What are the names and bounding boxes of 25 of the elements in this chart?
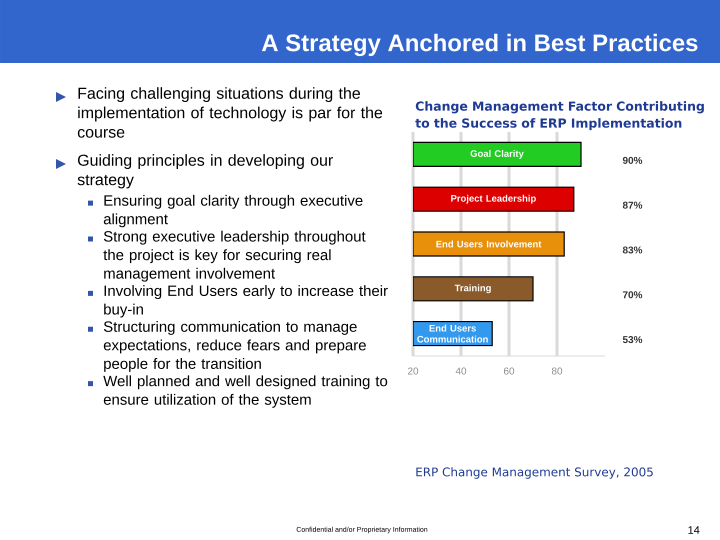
text: A Strategy Anchored in Best Practices bbox=[262, 34, 698, 56]
data-label: 90% bbox=[622, 156, 642, 164]
data-label: 53% bbox=[622, 336, 642, 344]
text: 14 bbox=[688, 526, 700, 534]
text: Involving End Users early to increase their buy-in bbox=[104, 285, 388, 318]
text: Well planned and well designed training to ensure utilization of the system bbox=[103, 375, 388, 408]
text: Guiding principles in developing our strategy bbox=[78, 154, 333, 188]
x-tick-label: 60 bbox=[504, 368, 514, 375]
y-tick-label: End Users Involvement bbox=[436, 240, 542, 248]
x-tick-label: 20 bbox=[408, 368, 418, 375]
text: Ensuring goal clarity through executive alignment bbox=[104, 194, 362, 228]
data-label: 83% bbox=[622, 246, 642, 254]
chart-title: Change Management Factor Contributing to the Success of ERP Implementation bbox=[415, 101, 704, 130]
text: Facing challenging situations during the implementation of technology is par for the course bbox=[78, 87, 382, 138]
y-tick-label: End Users Communication bbox=[417, 324, 488, 343]
text: ERP Change Management Survey, 2005 bbox=[416, 467, 653, 479]
y-tick-label: Project Leadership bbox=[451, 194, 536, 204]
y-tick-label: Goal Clarity bbox=[470, 150, 524, 159]
data-label: 70% bbox=[622, 291, 642, 298]
data-label: 87% bbox=[622, 202, 642, 209]
text: Strong executive leadership throughout the project is key for securing real management involvement bbox=[103, 230, 366, 282]
y-tick-label: Training bbox=[454, 284, 491, 294]
x-tick-label: 80 bbox=[552, 368, 562, 375]
text: Structuring communication to manage expectations, reduce fears and prepare people for the transition bbox=[104, 320, 366, 372]
x-tick-label: 40 bbox=[456, 368, 466, 375]
